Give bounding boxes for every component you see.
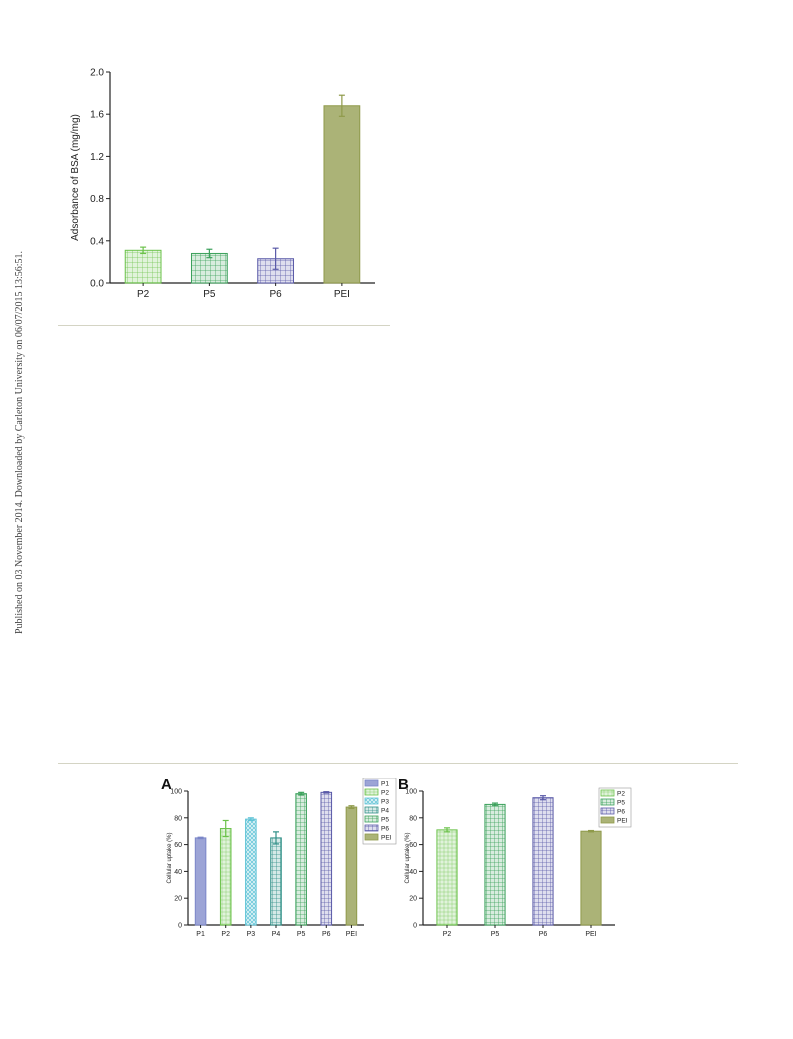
divider-bottom — [58, 763, 738, 764]
legend-swatch-pei — [600, 816, 615, 824]
y-tick-label: 100 — [405, 788, 417, 795]
y-tick-label: 60 — [409, 842, 417, 849]
legend-swatch-p6 — [600, 807, 615, 815]
y-axis-label: Cellular uptake (%) — [167, 832, 173, 883]
x-tick-label: P2 — [137, 289, 150, 300]
y-tick-label: 0 — [413, 922, 417, 929]
legend-label: P6 — [617, 809, 625, 816]
y-tick-label: 0.4 — [90, 236, 104, 247]
bar-p3 — [245, 818, 257, 926]
legend-swatch-p2 — [364, 788, 379, 796]
bar-pei — [345, 806, 358, 926]
legend-swatch-p3 — [364, 797, 379, 805]
y-tick-label: 0.8 — [90, 194, 104, 205]
legend-label: PEI — [381, 835, 392, 842]
legend-label: P3 — [381, 799, 389, 806]
legend-label: P5 — [381, 817, 389, 824]
x-tick-label: P6 — [539, 931, 548, 938]
cellular-uptake-chart-b: 0 20 40 60 80 100 Cellular uptake (%) P2 P5 P6 PEI… — [405, 787, 632, 938]
y-tick-label: 1.6 — [90, 110, 104, 121]
bar-p6 — [532, 797, 554, 926]
x-tick-label: PEI — [585, 931, 596, 938]
bar-p2 — [219, 828, 232, 926]
legend-label: P2 — [381, 790, 389, 797]
bar-p5 — [190, 252, 228, 284]
x-tick-label: P4 — [272, 931, 281, 938]
y-tick-label: 0 — [178, 922, 182, 929]
x-tick-label: P5 — [297, 931, 306, 938]
legend-swatch-p1 — [364, 779, 379, 787]
x-tick-label: P2 — [443, 931, 452, 938]
x-tick-label: P1 — [196, 931, 205, 938]
legend-label: P5 — [617, 800, 625, 807]
bar-p2 — [436, 829, 458, 926]
legend-swatch-p5 — [600, 798, 615, 806]
y-tick-label: 20 — [409, 896, 417, 903]
y-tick-label: 40 — [174, 869, 182, 876]
y-tick-label: 1.2 — [90, 152, 104, 163]
legend-label: P1 — [381, 781, 389, 788]
x-tick-label: P2 — [221, 931, 230, 938]
x-tick-label: P5 — [491, 931, 500, 938]
side-note-text: Published on 03 November 2014. Downloade… — [14, 250, 25, 634]
bar-pei — [323, 105, 361, 284]
cellular-uptake-chart-a: 0 20 40 60 80 100 Cellular uptake (%) P1 P2 P3 P4 P… — [167, 778, 397, 938]
legend-swatch-p5 — [364, 815, 379, 823]
x-tick-label: P6 — [270, 289, 283, 300]
y-axis-label: Cellular uptake (%) — [405, 832, 411, 883]
legend-swatch-p4 — [364, 806, 379, 814]
legend-label: P4 — [381, 808, 389, 815]
y-tick-label: 80 — [409, 815, 417, 822]
bar-p4 — [270, 837, 282, 926]
y-tick-label: 80 — [174, 815, 182, 822]
x-tick-label: P5 — [203, 289, 216, 300]
y-axis-label: Adsorbance of BSA (mg/mg) — [70, 114, 81, 241]
x-tick-label: PEI — [334, 289, 350, 300]
bar-p5 — [295, 793, 307, 926]
y-tick-label: 20 — [174, 896, 182, 903]
legend-label: PEI — [617, 818, 628, 825]
legend-label: P6 — [381, 826, 389, 833]
x-tick-label: PEI — [346, 931, 357, 938]
y-tick-label: 2.0 — [90, 68, 104, 79]
x-tick-label: P6 — [322, 931, 331, 938]
legend-swatch-pei — [364, 833, 379, 841]
legend-swatch-p6 — [364, 824, 379, 832]
x-tick-label: P3 — [247, 931, 256, 938]
y-tick-label: 0.0 — [90, 279, 104, 290]
panel-b-label: B — [398, 776, 409, 793]
bar-p1 — [194, 837, 207, 926]
y-tick-label: 40 — [409, 869, 417, 876]
y-tick-label: 60 — [174, 842, 182, 849]
bar-p2 — [124, 249, 162, 284]
bsa-adsorbance-chart: 0.0 0.4 0.8 1.2 1.6 2.0 Adsorbance of BSA (mg/… — [70, 68, 375, 300]
legend-label: P2 — [617, 791, 625, 798]
y-tick-label: 100 — [170, 788, 182, 795]
bar-pei — [580, 830, 602, 926]
panel-a-label: A — [161, 776, 172, 793]
divider-top — [58, 325, 390, 326]
bar-p5 — [484, 803, 506, 926]
side-note: Published on 03 November 2014. Downloade… — [4, 214, 25, 634]
legend-swatch-p2 — [600, 789, 615, 797]
bar-p6 — [320, 791, 333, 926]
